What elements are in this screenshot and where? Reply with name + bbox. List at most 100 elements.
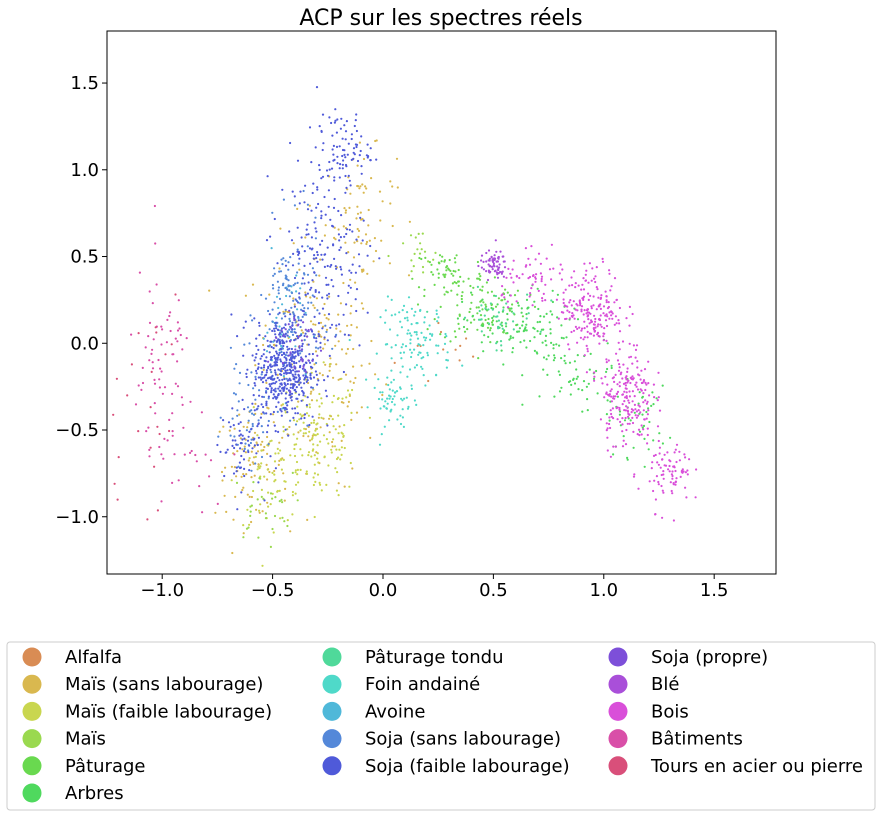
data-point	[346, 405, 349, 408]
data-point	[318, 312, 321, 315]
data-point	[328, 116, 331, 119]
data-point	[290, 399, 293, 402]
data-point	[347, 291, 350, 294]
data-point	[496, 276, 500, 279]
data-point	[316, 260, 319, 263]
data-point	[291, 190, 294, 193]
data-point	[510, 307, 513, 310]
data-point	[216, 443, 219, 447]
data-point	[325, 483, 328, 486]
data-point	[260, 373, 263, 376]
data-point	[321, 374, 324, 377]
data-point	[614, 373, 617, 376]
data-point	[496, 260, 499, 263]
data-point	[257, 419, 260, 422]
data-point	[266, 339, 269, 342]
data-point	[650, 467, 653, 470]
data-point	[625, 391, 628, 394]
data-point	[386, 376, 389, 379]
data-point	[311, 359, 314, 362]
data-point	[274, 364, 277, 367]
data-point	[647, 409, 650, 412]
data-point	[265, 402, 268, 405]
data-point	[259, 465, 262, 468]
data-point	[459, 275, 462, 278]
x-tick-label: −0.5	[251, 580, 295, 601]
data-point	[306, 223, 309, 226]
data-point	[439, 330, 443, 334]
data-point	[426, 328, 429, 331]
data-point	[332, 285, 335, 288]
data-point	[208, 475, 211, 478]
data-point	[390, 400, 394, 404]
data-point	[497, 319, 500, 322]
legend-label: Pâturage	[65, 756, 145, 777]
data-point	[544, 334, 548, 337]
data-point	[176, 321, 179, 324]
data-point	[339, 330, 342, 333]
data-point	[243, 447, 246, 450]
data-point	[352, 256, 356, 259]
data-point	[353, 153, 356, 156]
data-point	[593, 379, 596, 382]
data-point	[264, 517, 268, 520]
data-point	[657, 483, 660, 486]
data-point	[321, 239, 324, 242]
data-point	[422, 374, 425, 377]
data-point	[643, 437, 646, 440]
data-point	[430, 334, 434, 337]
data-point	[407, 329, 410, 332]
data-point	[257, 436, 260, 439]
data-point	[562, 311, 565, 314]
data-point	[331, 440, 334, 444]
data-point	[204, 453, 207, 456]
data-point	[402, 304, 406, 307]
data-point	[420, 248, 423, 251]
data-point	[580, 305, 584, 308]
data-point	[556, 293, 560, 296]
data-point	[316, 188, 319, 191]
data-point	[311, 386, 314, 389]
data-point	[374, 373, 377, 376]
data-point	[232, 518, 235, 521]
data-point	[275, 350, 278, 353]
data-point	[269, 356, 273, 359]
data-point	[315, 337, 318, 340]
data-point	[672, 482, 675, 485]
data-point	[511, 336, 515, 339]
data-point	[160, 453, 163, 456]
data-point	[452, 269, 455, 273]
data-point	[441, 255, 444, 258]
data-point	[268, 344, 272, 347]
data-point	[242, 458, 246, 461]
data-point	[494, 269, 497, 272]
data-point	[154, 242, 157, 245]
data-point	[266, 331, 269, 334]
data-point	[550, 299, 553, 302]
data-point	[425, 336, 428, 339]
data-point	[256, 498, 259, 501]
data-point	[279, 360, 283, 363]
data-point	[341, 163, 344, 166]
data-point	[586, 409, 589, 412]
data-point	[176, 360, 179, 363]
data-point	[333, 197, 336, 201]
data-point	[336, 118, 339, 121]
data-point	[406, 319, 409, 322]
data-point	[335, 363, 338, 366]
data-point	[307, 435, 310, 438]
data-point	[533, 327, 536, 330]
data-point	[264, 335, 267, 338]
data-point	[545, 312, 548, 315]
data-point	[233, 446, 236, 450]
data-point	[239, 433, 242, 436]
data-point	[576, 341, 579, 344]
data-point	[323, 338, 326, 341]
data-point	[439, 305, 442, 308]
data-point	[289, 379, 292, 382]
data-point	[413, 366, 416, 369]
data-point	[631, 400, 634, 403]
data-point	[271, 497, 274, 500]
data-point	[654, 453, 657, 457]
data-point	[651, 461, 654, 464]
